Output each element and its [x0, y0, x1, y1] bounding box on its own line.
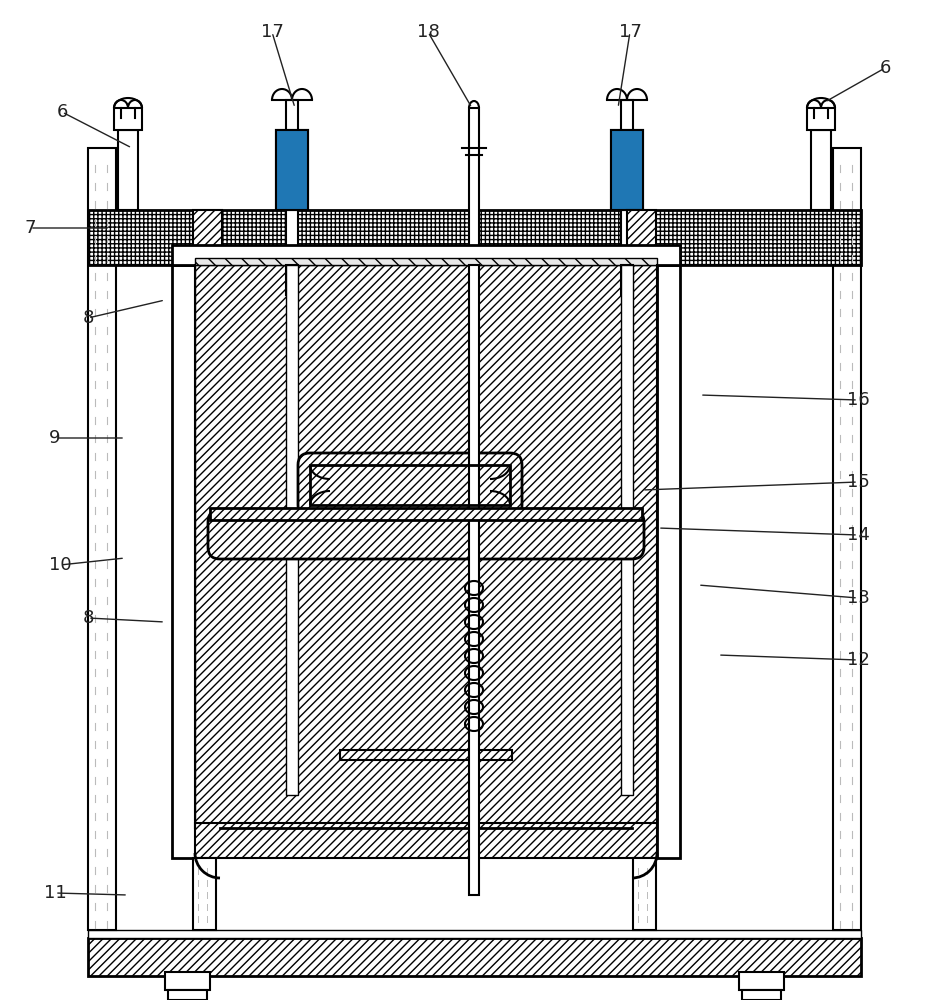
Text: 7: 7 [25, 219, 36, 237]
Text: 12: 12 [847, 651, 869, 669]
Bar [469, 265, 479, 895]
Bar [633, 858, 656, 930]
Bar [611, 130, 643, 210]
Bar [88, 930, 861, 938]
Text: 11: 11 [44, 884, 66, 902]
Bar [286, 265, 298, 795]
Bar [118, 130, 138, 210]
FancyBboxPatch shape [298, 453, 522, 517]
Text: 17: 17 [261, 23, 284, 41]
Bar [195, 265, 657, 828]
Bar [172, 265, 195, 858]
Bar [88, 210, 861, 265]
Text: 17: 17 [619, 23, 642, 41]
Bar [310, 465, 510, 505]
Bar [195, 258, 657, 265]
Bar [88, 938, 861, 976]
Bar [286, 100, 298, 310]
Bar [627, 210, 656, 265]
Bar [220, 522, 632, 547]
Bar [310, 465, 510, 505]
Bar [88, 148, 116, 930]
Text: 13: 13 [847, 589, 869, 607]
Bar [193, 858, 216, 930]
Text: 14: 14 [847, 526, 869, 544]
Bar [276, 130, 308, 210]
Bar [168, 990, 207, 1000]
Text: 10: 10 [48, 556, 71, 574]
Text: 16: 16 [847, 391, 869, 409]
Bar [469, 108, 479, 313]
Text: 9: 9 [49, 429, 61, 447]
Bar [807, 108, 835, 130]
Bar [172, 245, 680, 265]
Bar [739, 972, 784, 990]
Text: 6: 6 [56, 103, 67, 121]
Bar [286, 265, 298, 295]
Text: 8: 8 [83, 609, 94, 627]
Text: 8: 8 [83, 309, 94, 327]
Bar [621, 265, 633, 295]
Bar [195, 823, 657, 858]
Bar [621, 100, 633, 310]
Bar [276, 130, 308, 210]
Bar [811, 130, 831, 210]
Text: 18: 18 [417, 23, 439, 41]
Text: 15: 15 [847, 473, 869, 491]
Bar [340, 750, 512, 760]
Bar [657, 265, 680, 858]
Bar [611, 130, 643, 210]
Bar [210, 508, 642, 520]
Bar [742, 990, 781, 1000]
Bar [310, 465, 510, 505]
Text: 6: 6 [880, 59, 891, 77]
FancyBboxPatch shape [208, 510, 644, 559]
Bar [621, 265, 633, 795]
Bar [193, 210, 222, 265]
Bar [165, 972, 210, 990]
Bar [114, 108, 142, 130]
Bar [833, 148, 861, 930]
